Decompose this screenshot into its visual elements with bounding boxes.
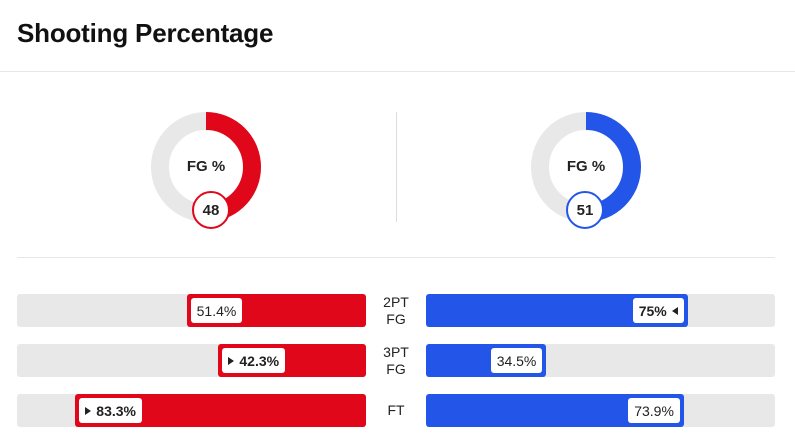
right-bar-value-3pt-fg: 34.5% bbox=[490, 348, 543, 373]
right-bar-value-text: 34.5% bbox=[496, 352, 537, 369]
stat-name-2pt-fg: 2PT FG bbox=[370, 294, 422, 328]
right-bar-value-text: 75% bbox=[638, 302, 667, 319]
field-goal-donuts: FG % 48 FG % 51 bbox=[0, 72, 795, 258]
leader-arrow-icon bbox=[85, 406, 92, 415]
right-bar-value-text: 73.9% bbox=[634, 402, 674, 419]
left-bar-fill-3pt-fg: 42.3% bbox=[218, 344, 366, 377]
right-bar-fill-2pt-fg: 75% bbox=[426, 294, 688, 327]
stat-name-3pt-fg: 3PT FG bbox=[370, 344, 422, 378]
left-donut-value-badge: 48 bbox=[192, 191, 230, 229]
donut-divider bbox=[396, 112, 397, 222]
donut-svg bbox=[151, 112, 641, 222]
left-bar-fill-ft: 83.3% bbox=[75, 394, 366, 427]
right-bar-value-2pt-fg: 75% bbox=[632, 298, 684, 323]
left-bar-value-2pt-fg: 51.4% bbox=[190, 298, 243, 323]
card-header: Shooting Percentage bbox=[0, 0, 795, 72]
stat-name-ft: FT bbox=[370, 402, 422, 419]
right-donut-label: FG % bbox=[566, 158, 606, 175]
right-bar-fill-ft: 73.9% bbox=[426, 394, 684, 427]
leader-arrow-icon bbox=[228, 356, 235, 365]
stat-name-line: FG bbox=[386, 361, 406, 377]
stat-name-line: 2PT bbox=[383, 294, 409, 310]
left-bar-value-text: 42.3% bbox=[239, 352, 280, 369]
right-donut-value-badge: 51 bbox=[566, 191, 604, 229]
stat-name-line: FG bbox=[386, 311, 406, 327]
stat-name-line: 3PT bbox=[383, 344, 409, 360]
page-title: Shooting Percentage bbox=[17, 18, 274, 48]
left-bar-value-3pt-fg: 42.3% bbox=[222, 348, 286, 373]
right-bar-fill-3pt-fg: 34.5% bbox=[426, 344, 547, 377]
stat-name-line: FT bbox=[387, 402, 405, 418]
right-bar-track-2pt-fg: 75% bbox=[426, 294, 775, 327]
right-bar-track-ft: 73.9% bbox=[426, 394, 775, 427]
left-bar-value-text: 51.4% bbox=[196, 302, 237, 319]
left-donut-label: FG % bbox=[186, 158, 226, 175]
left-bar-fill-2pt-fg: 51.4% bbox=[186, 294, 366, 327]
section-divider bbox=[17, 257, 775, 258]
right-bar-track-3pt-fg: 34.5% bbox=[426, 344, 775, 377]
leader-arrow-icon bbox=[671, 306, 678, 315]
left-donut-arc bbox=[151, 112, 261, 222]
right-bar-value-ft: 73.9% bbox=[628, 398, 680, 423]
left-bar-track-ft: 83.3% bbox=[17, 394, 366, 427]
left-bar-track-2pt-fg: 51.4% bbox=[17, 294, 366, 327]
left-bar-value-text: 83.3% bbox=[96, 402, 136, 419]
left-bar-track-3pt-fg: 42.3% bbox=[17, 344, 366, 377]
left-bar-value-ft: 83.3% bbox=[79, 398, 142, 423]
